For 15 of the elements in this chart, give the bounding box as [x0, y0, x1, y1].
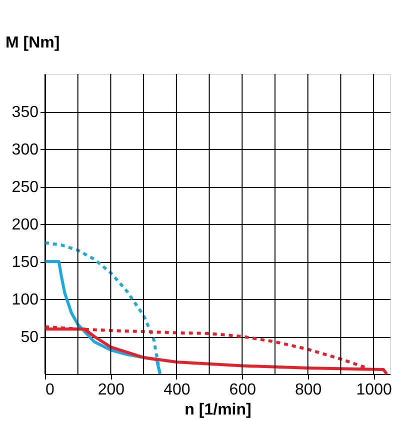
x-tick-label: 1000	[356, 382, 392, 398]
x-tick-label: 0	[46, 382, 54, 398]
x-axis-title: n [1/min]	[184, 402, 252, 418]
x-tick-label: 600	[229, 382, 256, 398]
y-tick-label: 100	[12, 292, 39, 308]
y-tick-label: 300	[12, 142, 39, 158]
y-tick-label: 150	[12, 254, 39, 271]
x-tick-label: 200	[98, 382, 125, 398]
y-tick-label: 200	[12, 216, 39, 234]
x-tick-label: 400	[164, 382, 190, 398]
y-axis-title: M [Nm]	[6, 34, 60, 52]
x-tick-label: 800	[295, 382, 322, 398]
y-tick-label: 50	[20, 329, 39, 346]
y-tick-label: 250	[12, 179, 39, 196]
y-tick-label: 350	[12, 104, 39, 121]
